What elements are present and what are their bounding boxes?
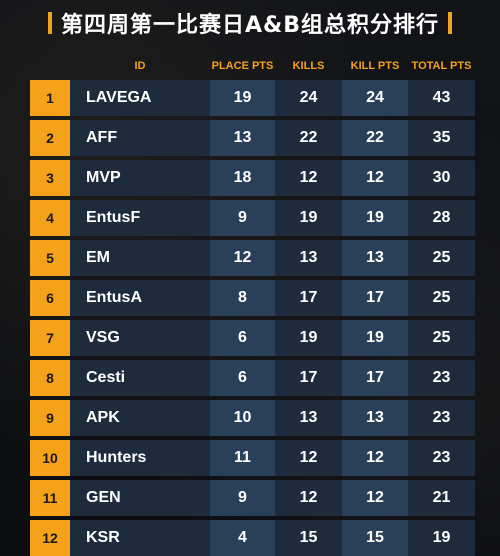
- team-name: EntusF: [70, 200, 210, 236]
- kill-pts-cell: 12: [342, 160, 408, 196]
- rank-cell: 9: [30, 400, 70, 436]
- kills-cell: 17: [275, 280, 342, 316]
- table-row: 1 LAVEGA 19 24 24 43: [30, 80, 475, 116]
- kills-cell: 24: [275, 80, 342, 116]
- kills-cell: 17: [275, 360, 342, 396]
- kills-cell: 12: [275, 480, 342, 516]
- table-row: 6 EntusA 8 17 17 25: [30, 280, 475, 316]
- team-name: LAVEGA: [70, 80, 210, 116]
- page-title: 第四周第一比赛日A&B组总积分排行: [61, 13, 439, 38]
- title-accent-right: [448, 12, 452, 34]
- rank-cell: 10: [30, 440, 70, 476]
- table-row: 5 EM 12 13 13 25: [30, 240, 475, 276]
- header-place-pts: PLACE PTS: [211, 60, 274, 72]
- kill-pts-cell: 12: [342, 440, 408, 476]
- header-kills: KILLS: [292, 60, 325, 72]
- kill-pts-cell: 17: [342, 360, 408, 396]
- rank-cell: 3: [30, 160, 70, 196]
- kill-pts-cell: 12: [342, 480, 408, 516]
- kill-pts-cell: 13: [342, 240, 408, 276]
- team-name: Hunters: [70, 440, 210, 476]
- place-pts-cell: 6: [210, 360, 275, 396]
- kills-cell: 12: [275, 440, 342, 476]
- rank-cell: 5: [30, 240, 70, 276]
- total-pts-cell: 43: [408, 80, 475, 116]
- table-row: 11 GEN 9 12 12 21: [30, 480, 475, 516]
- kill-pts-cell: 22: [342, 120, 408, 156]
- rank-cell: 8: [30, 360, 70, 396]
- total-pts-cell: 23: [408, 360, 475, 396]
- table-row: 3 MVP 18 12 12 30: [30, 160, 475, 196]
- kills-cell: 22: [275, 120, 342, 156]
- rank-cell: 12: [30, 520, 70, 556]
- total-pts-cell: 28: [408, 200, 475, 236]
- team-name: EntusA: [70, 280, 210, 316]
- team-name: Cesti: [70, 360, 210, 396]
- table-row: 12 KSR 4 15 15 19: [30, 520, 475, 556]
- team-name: APK: [70, 400, 210, 436]
- kill-pts-cell: 15: [342, 520, 408, 556]
- place-pts-cell: 8: [210, 280, 275, 316]
- header-total-pts: TOTAL PTS: [411, 60, 472, 72]
- team-name: AFF: [70, 120, 210, 156]
- kills-cell: 19: [275, 200, 342, 236]
- team-name: EM: [70, 240, 210, 276]
- total-pts-cell: 30: [408, 160, 475, 196]
- place-pts-cell: 4: [210, 520, 275, 556]
- total-pts-cell: 19: [408, 520, 475, 556]
- table-row: 2 AFF 13 22 22 35: [30, 120, 475, 156]
- place-pts-cell: 11: [210, 440, 275, 476]
- header-id: ID: [134, 60, 146, 72]
- place-pts-cell: 9: [210, 200, 275, 236]
- total-pts-cell: 25: [408, 240, 475, 276]
- place-pts-cell: 6: [210, 320, 275, 356]
- kill-pts-cell: 24: [342, 80, 408, 116]
- total-pts-cell: 23: [408, 440, 475, 476]
- total-pts-cell: 25: [408, 320, 475, 356]
- total-pts-cell: 23: [408, 400, 475, 436]
- table-row: 7 VSG 6 19 19 25: [30, 320, 475, 356]
- kills-cell: 12: [275, 160, 342, 196]
- rank-cell: 4: [30, 200, 70, 236]
- rank-cell: 11: [30, 480, 70, 516]
- place-pts-cell: 19: [210, 80, 275, 116]
- table-row: 4 EntusF 9 19 19 28: [30, 200, 475, 236]
- rank-cell: 2: [30, 120, 70, 156]
- table-row: 10 Hunters 11 12 12 23: [30, 440, 475, 476]
- title-bar: 第四周第一比赛日A&B组总积分排行: [0, 0, 500, 46]
- place-pts-cell: 18: [210, 160, 275, 196]
- kill-pts-cell: 17: [342, 280, 408, 316]
- kill-pts-cell: 19: [342, 200, 408, 236]
- kills-cell: 13: [275, 240, 342, 276]
- rank-cell: 6: [30, 280, 70, 316]
- team-name: VSG: [70, 320, 210, 356]
- place-pts-cell: 12: [210, 240, 275, 276]
- title-accent-left: [48, 12, 52, 34]
- kills-cell: 15: [275, 520, 342, 556]
- team-name: MVP: [70, 160, 210, 196]
- kills-cell: 13: [275, 400, 342, 436]
- table-row: 9 APK 10 13 13 23: [30, 400, 475, 436]
- team-name: GEN: [70, 480, 210, 516]
- total-pts-cell: 25: [408, 280, 475, 316]
- table-body: 1 LAVEGA 19 24 24 43 2 AFF 13 22 22 35 3 MVP 18 12 12 30 4…: [30, 80, 475, 556]
- kill-pts-cell: 13: [342, 400, 408, 436]
- table-row: 8 Cesti 6 17 17 23: [30, 360, 475, 396]
- table-header: ID PLACE PTS KILLS KILL PTS TOTAL PTS: [30, 52, 475, 80]
- team-name: KSR: [70, 520, 210, 556]
- rank-cell: 7: [30, 320, 70, 356]
- place-pts-cell: 9: [210, 480, 275, 516]
- header-kill-pts: KILL PTS: [350, 60, 400, 72]
- kills-cell: 19: [275, 320, 342, 356]
- rank-cell: 1: [30, 80, 70, 116]
- total-pts-cell: 35: [408, 120, 475, 156]
- total-pts-cell: 21: [408, 480, 475, 516]
- place-pts-cell: 10: [210, 400, 275, 436]
- place-pts-cell: 13: [210, 120, 275, 156]
- kill-pts-cell: 19: [342, 320, 408, 356]
